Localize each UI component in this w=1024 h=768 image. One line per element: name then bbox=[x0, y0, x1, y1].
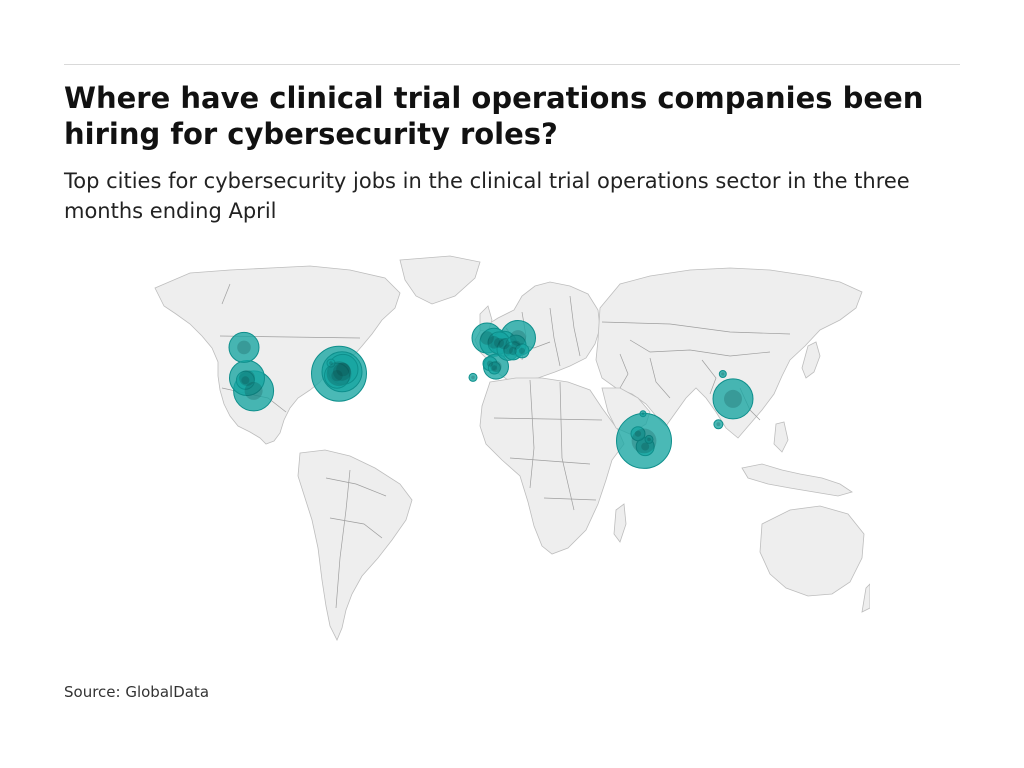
border-africa-3 bbox=[559, 381, 575, 511]
city-bubble-core bbox=[331, 370, 343, 382]
city-bubble-core bbox=[511, 340, 521, 350]
city-bubble-core bbox=[641, 442, 650, 451]
city-bubble-core bbox=[480, 331, 494, 345]
city-bubble-core bbox=[510, 330, 526, 346]
city-bubble-core bbox=[326, 361, 352, 387]
city-bubble-core bbox=[631, 428, 657, 454]
city-bubble-core bbox=[634, 430, 642, 437]
city-bubble-core bbox=[471, 375, 475, 380]
border-europe-4 bbox=[569, 295, 581, 357]
city-bubble bbox=[326, 358, 336, 368]
landmass-australia bbox=[759, 505, 865, 597]
landmass-japan bbox=[801, 341, 821, 379]
city-bubble bbox=[468, 372, 478, 382]
city-bubble bbox=[324, 362, 350, 389]
border-asia-2 bbox=[629, 339, 771, 357]
landmass-new-zealand bbox=[861, 583, 870, 613]
city-bubble-core bbox=[509, 346, 517, 355]
city-bubble bbox=[713, 419, 724, 430]
border-africa-5 bbox=[543, 497, 597, 501]
city-bubble-core bbox=[486, 360, 494, 367]
bubble-layer bbox=[228, 320, 754, 469]
border-alaska bbox=[221, 283, 231, 305]
city-bubble-core bbox=[721, 372, 725, 376]
city-bubble-core bbox=[237, 340, 251, 355]
city-bubble-core bbox=[241, 376, 250, 385]
border-africa-1 bbox=[493, 417, 603, 421]
border-europe-3 bbox=[549, 307, 561, 367]
city-bubble bbox=[235, 370, 255, 390]
city-bubble-core bbox=[498, 338, 510, 350]
landmass-south-america bbox=[297, 449, 413, 641]
world-map bbox=[150, 248, 870, 648]
land-layer bbox=[154, 255, 870, 641]
city-bubble bbox=[718, 370, 727, 378]
city-bubble bbox=[228, 331, 260, 363]
border-south-america-2 bbox=[329, 517, 383, 539]
top-rule bbox=[64, 64, 960, 65]
city-bubble-core bbox=[490, 361, 502, 373]
city-bubble-core bbox=[641, 412, 645, 416]
city-bubble bbox=[712, 378, 754, 420]
city-bubble-core bbox=[244, 381, 263, 400]
city-bubble-core bbox=[716, 422, 721, 427]
border-asia-6 bbox=[619, 353, 629, 389]
landmass-africa bbox=[479, 377, 625, 555]
city-bubble-core bbox=[336, 362, 350, 377]
city-bubble bbox=[639, 410, 647, 418]
landmass-greenland bbox=[399, 255, 481, 305]
landmass-madagascar bbox=[613, 503, 627, 543]
city-bubble-core bbox=[647, 437, 651, 442]
border-asia-3 bbox=[649, 357, 671, 399]
city-bubble-core bbox=[239, 370, 255, 386]
city-bubble-core bbox=[487, 336, 501, 349]
landmass-indonesia bbox=[741, 463, 853, 497]
border-south-america-3 bbox=[335, 469, 351, 609]
source-note: Source: GlobalData bbox=[64, 683, 210, 701]
city-bubble-core bbox=[724, 389, 742, 408]
city-bubble bbox=[630, 426, 646, 442]
city-bubble-core bbox=[491, 365, 498, 371]
city-bubble-core bbox=[503, 344, 513, 355]
landmass-philippines bbox=[773, 421, 789, 453]
city-bubble-core bbox=[518, 347, 526, 354]
border-asia-1 bbox=[601, 321, 791, 335]
landmass-north-america bbox=[154, 265, 401, 445]
city-bubble bbox=[644, 434, 654, 444]
city-bubble-core bbox=[333, 362, 351, 381]
city-bubble bbox=[514, 343, 530, 359]
border-africa-2 bbox=[529, 379, 535, 489]
world-map-svg bbox=[154, 255, 870, 641]
border-asia-4 bbox=[701, 359, 717, 395]
chart-subtitle: Top cities for cybersecurity jobs in the… bbox=[64, 169, 910, 223]
border-africa-4 bbox=[509, 457, 591, 465]
border-south-america-1 bbox=[325, 477, 387, 497]
chart-title: Where have clinical trial operations com… bbox=[64, 81, 924, 151]
city-bubble-core bbox=[329, 361, 333, 365]
city-bubble bbox=[487, 361, 501, 375]
city-bubble-core bbox=[494, 337, 504, 348]
